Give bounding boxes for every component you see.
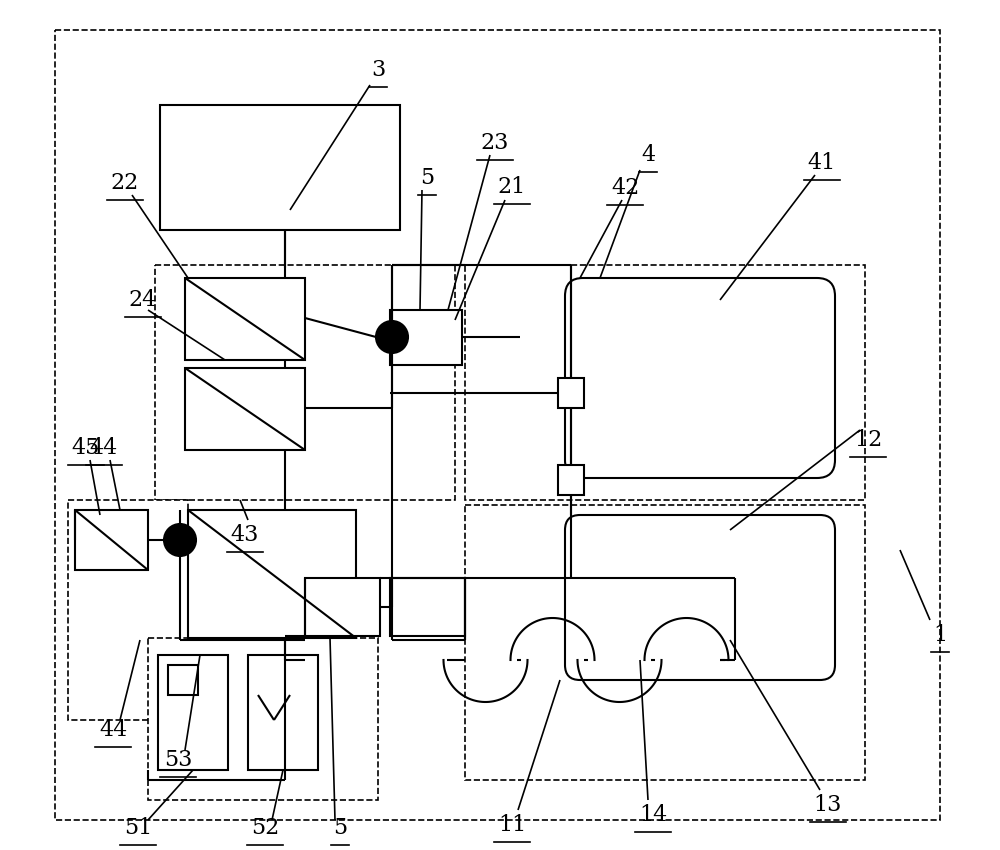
- Bar: [465, 505, 865, 780]
- Text: 44: 44: [90, 437, 118, 459]
- Bar: [185, 278, 305, 360]
- FancyBboxPatch shape: [565, 515, 835, 680]
- Text: 4: 4: [641, 144, 655, 166]
- Text: 23: 23: [481, 132, 509, 154]
- Text: 53: 53: [164, 749, 192, 771]
- Text: 21: 21: [498, 176, 526, 198]
- Bar: [465, 265, 865, 500]
- Text: 1: 1: [933, 624, 947, 646]
- Text: 51: 51: [124, 817, 152, 839]
- Bar: [390, 578, 465, 636]
- Bar: [155, 265, 455, 500]
- Bar: [390, 310, 462, 365]
- FancyBboxPatch shape: [565, 278, 835, 478]
- Bar: [160, 105, 400, 230]
- Bar: [558, 378, 584, 408]
- Text: 41: 41: [808, 152, 836, 174]
- Bar: [558, 465, 584, 495]
- Text: 5: 5: [420, 167, 434, 189]
- Bar: [305, 578, 380, 636]
- Text: 45: 45: [72, 437, 100, 459]
- Text: 44: 44: [99, 719, 127, 741]
- Circle shape: [376, 321, 408, 353]
- Bar: [158, 655, 228, 770]
- Text: 12: 12: [854, 429, 882, 451]
- Circle shape: [164, 524, 196, 556]
- Text: 3: 3: [371, 59, 385, 81]
- Text: 43: 43: [231, 524, 259, 546]
- Text: 42: 42: [611, 177, 639, 199]
- Bar: [168, 665, 198, 695]
- Text: 24: 24: [129, 289, 157, 311]
- Text: 13: 13: [814, 794, 842, 816]
- Text: 11: 11: [498, 814, 526, 836]
- Text: 52: 52: [251, 817, 279, 839]
- Bar: [148, 638, 378, 800]
- Text: 5: 5: [333, 817, 347, 839]
- Text: 14: 14: [639, 804, 667, 826]
- Bar: [68, 500, 188, 720]
- Bar: [248, 655, 318, 770]
- Text: 22: 22: [111, 172, 139, 194]
- Bar: [185, 368, 305, 450]
- Bar: [188, 510, 356, 638]
- Bar: [75, 510, 148, 570]
- Bar: [55, 30, 940, 820]
